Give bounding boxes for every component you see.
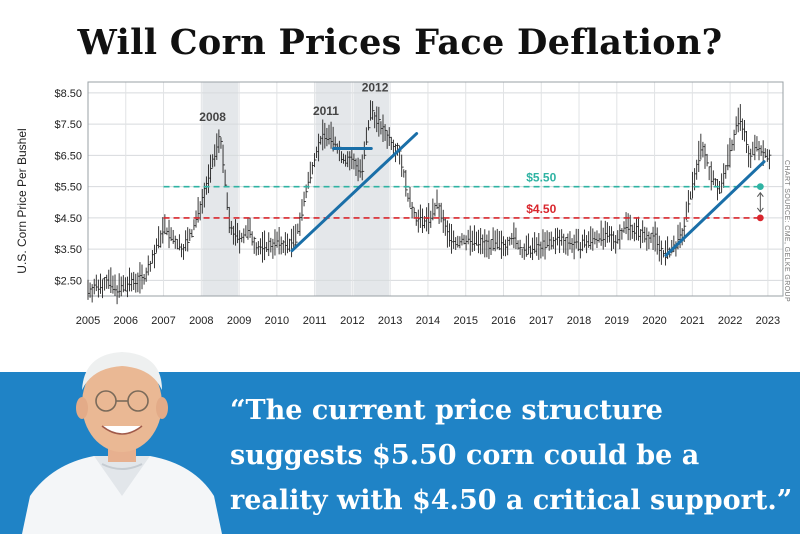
x-tick-label: 2020 xyxy=(642,315,666,327)
x-tick-label: 2019 xyxy=(605,315,629,327)
x-tick-label: 2009 xyxy=(227,315,251,327)
x-tick-label: 2006 xyxy=(114,315,138,327)
x-tick-label: 2011 xyxy=(303,315,327,327)
x-tick-label: 2005 xyxy=(76,315,100,327)
x-tick-label: 2012 xyxy=(340,315,364,327)
plot-frame xyxy=(87,81,784,297)
speaker-photo xyxy=(22,352,222,534)
price-series xyxy=(87,100,772,305)
y-tick-label: $2.50 xyxy=(54,275,82,287)
reference-dot xyxy=(756,214,764,222)
trend-line xyxy=(664,160,766,257)
quote-text: “The current price structure suggests $5… xyxy=(230,388,793,523)
x-tick-label: 2021 xyxy=(680,315,704,327)
y-tick-label: $3.50 xyxy=(54,244,82,256)
x-tick-label: 2023 xyxy=(756,315,780,327)
x-tick-label: 2010 xyxy=(265,315,289,327)
x-tick-label: 2016 xyxy=(491,315,515,327)
x-tick-label: 2015 xyxy=(453,315,477,327)
y-tick-label: $8.50 xyxy=(54,88,82,100)
x-tick-label: 2008 xyxy=(189,315,213,327)
x-tick-label: 2022 xyxy=(718,315,742,327)
shaded-period xyxy=(315,82,352,296)
headline: Will Corn Prices Face Deflation? xyxy=(77,22,723,63)
quote-line-3: reality with $4.50 a critical support.” xyxy=(230,485,793,516)
reference-label: $4.50 xyxy=(526,202,556,216)
x-tick-label: 2007 xyxy=(151,315,175,327)
arrow-head-down xyxy=(756,207,764,213)
y-tick-label: $5.50 xyxy=(54,182,82,194)
arrow-head-up xyxy=(756,191,764,197)
y-tick-label: $7.50 xyxy=(54,119,82,131)
corn-price-chart: $2.50 $3.50 $4.50 $5.50 $6.50 $7.50 $8.50 2005 2… xyxy=(15,80,784,327)
highlight-year-label: 2011 xyxy=(313,104,339,118)
x-tick-label: 2017 xyxy=(529,315,553,327)
quote-line-2: suggests $5.50 corn could be a xyxy=(230,440,700,471)
highlight-year-label: 2012 xyxy=(362,80,389,94)
reference-label: $5.50 xyxy=(526,171,556,185)
quote-line-1: “The current price structure xyxy=(230,395,663,426)
trend-line xyxy=(290,132,419,253)
highlight-year-label: 2008 xyxy=(199,110,226,124)
chart-source: CHART SOURCE: CME, GELKE GROUP xyxy=(783,160,790,303)
y-axis-label: U.S. Corn Price Per Bushel xyxy=(15,128,29,273)
reference-dot xyxy=(756,183,764,191)
x-tick-label: 2014 xyxy=(416,315,440,327)
x-tick-label: 2018 xyxy=(567,315,591,327)
y-tick-label: $6.50 xyxy=(54,150,82,162)
y-tick-label: $4.50 xyxy=(54,213,82,225)
x-tick-label: 2013 xyxy=(378,315,402,327)
